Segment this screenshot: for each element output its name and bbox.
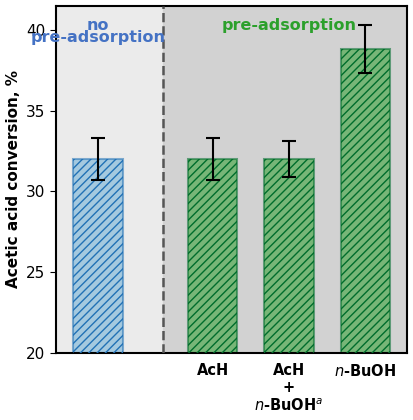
Bar — [341, 49, 390, 353]
Y-axis label: Acetic acid conversion, %: Acetic acid conversion, % — [5, 70, 21, 288]
Bar — [188, 159, 237, 353]
Bar — [264, 159, 314, 353]
Text: no: no — [87, 18, 109, 34]
Bar — [163, 5, 408, 353]
Bar — [73, 159, 123, 353]
Bar — [73, 159, 123, 353]
Bar — [188, 159, 237, 353]
Text: pre-adsorption: pre-adsorption — [31, 30, 166, 45]
Bar — [56, 5, 163, 353]
Bar — [264, 159, 314, 353]
Text: pre-adsorption: pre-adsorption — [221, 18, 356, 34]
Bar — [341, 49, 390, 353]
